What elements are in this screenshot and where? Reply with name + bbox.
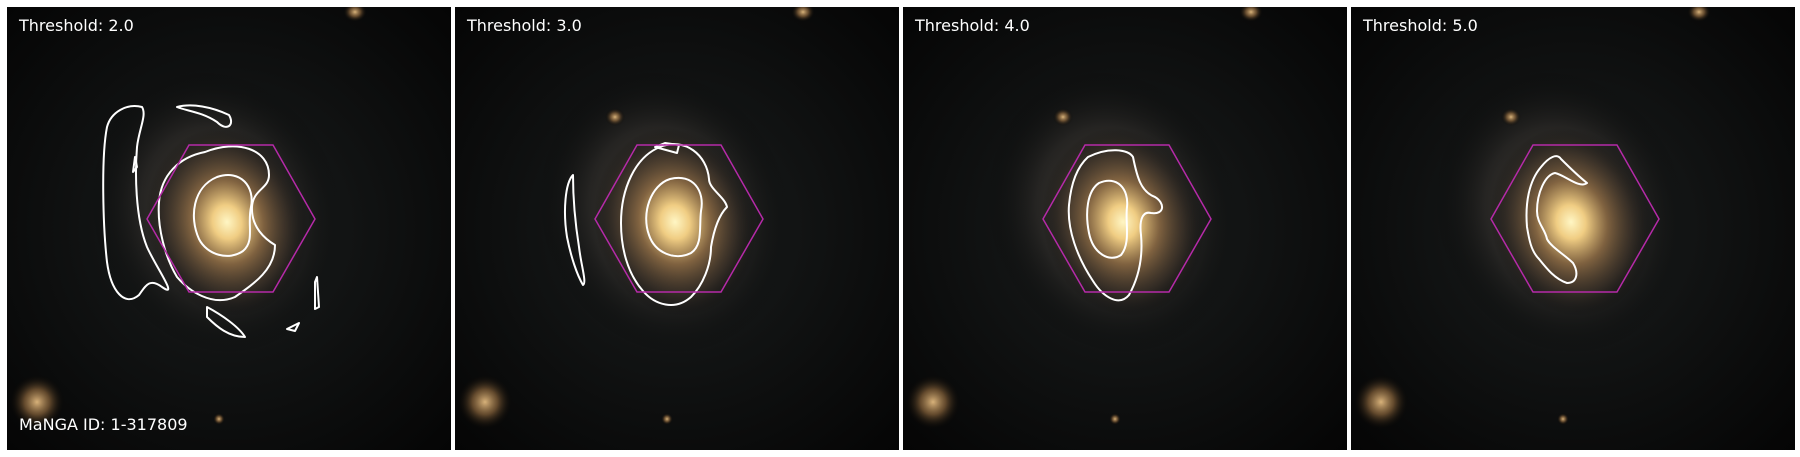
threshold-label-2: Threshold: 3.0	[467, 16, 582, 35]
ifu-hexagon-3	[1042, 144, 1212, 293]
galaxy-id-label: MaNGA ID: 1-317809	[19, 415, 188, 434]
contour-lines-1	[102, 104, 320, 338]
threshold-label-4: Threshold: 5.0	[1363, 16, 1478, 35]
threshold-panel-1: Threshold: 2.0 MaNGA ID: 1-317809	[7, 7, 451, 450]
threshold-label-1: Threshold: 2.0	[19, 16, 134, 35]
galaxy-image-2	[455, 7, 899, 450]
galaxy-image-3	[903, 7, 1347, 450]
threshold-panel-4: Threshold: 5.0	[1351, 7, 1795, 450]
threshold-panel-2: Threshold: 3.0	[455, 7, 899, 450]
galaxy-image-4	[1351, 7, 1795, 450]
ifu-hexagon-4	[1490, 144, 1660, 293]
threshold-label-3: Threshold: 4.0	[915, 16, 1030, 35]
threshold-panel-3: Threshold: 4.0	[903, 7, 1347, 450]
contour-lines-3	[1067, 149, 1163, 302]
ifu-hexagon-1	[146, 144, 316, 293]
contour-lines-4	[1525, 155, 1588, 284]
ifu-hexagon-2	[594, 144, 764, 293]
galaxy-image-1	[7, 7, 451, 450]
